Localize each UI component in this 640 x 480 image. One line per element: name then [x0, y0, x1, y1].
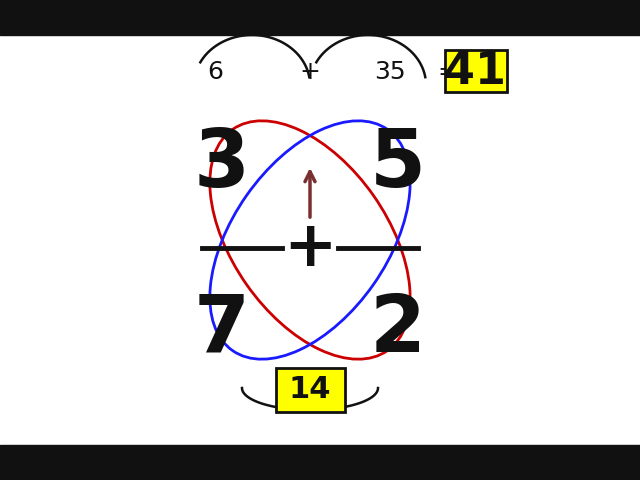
Text: 41: 41 [444, 50, 506, 94]
Text: 7: 7 [194, 291, 250, 369]
Text: 6: 6 [207, 60, 223, 84]
Text: +: + [284, 217, 337, 279]
Text: 14: 14 [289, 375, 332, 405]
Text: 2: 2 [370, 291, 426, 369]
Text: 3: 3 [194, 126, 250, 204]
Text: =: = [438, 60, 458, 84]
Text: +: + [300, 60, 321, 84]
FancyBboxPatch shape [276, 368, 345, 412]
Text: 5: 5 [370, 126, 426, 204]
Text: Butterfly Method for Fractions (Addition & Subtraction): Butterfly Method for Fractions (Addition… [52, 12, 588, 32]
Text: 35: 35 [374, 60, 406, 84]
FancyBboxPatch shape [445, 50, 507, 92]
